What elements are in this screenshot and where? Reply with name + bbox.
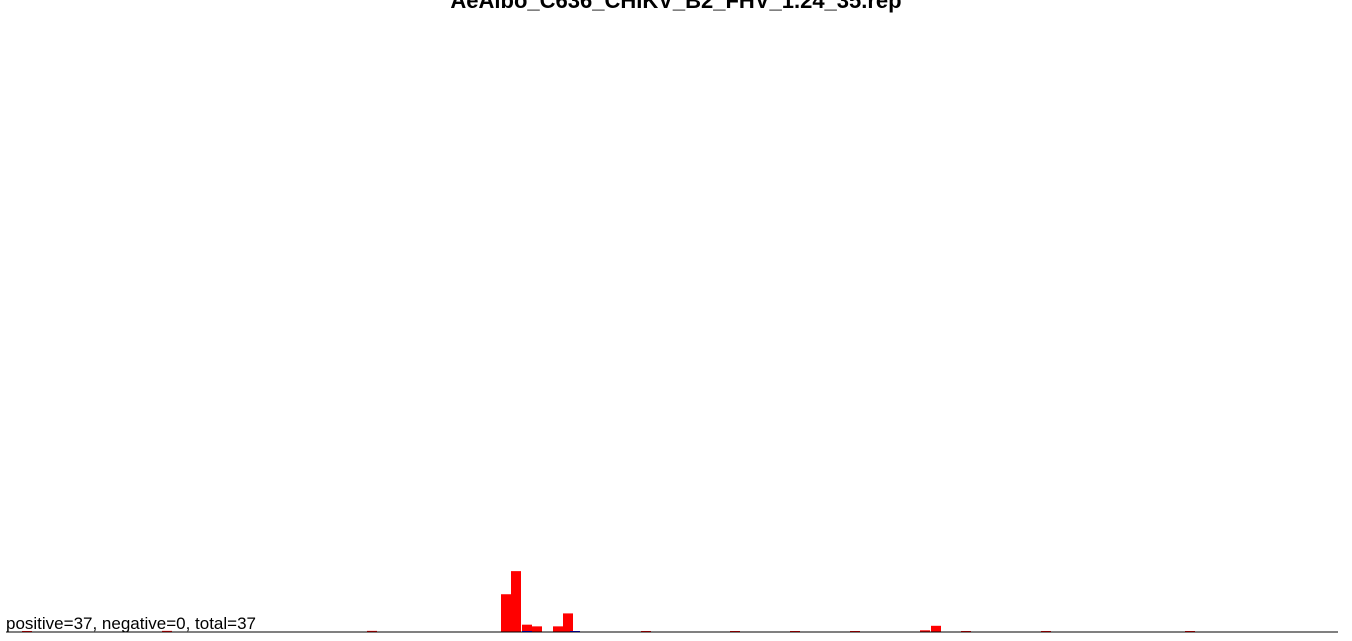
counts-summary-label: positive=37, negative=0, total=37 (6, 614, 256, 633)
bar-s0-13 (920, 630, 930, 632)
bar-s0-7 (553, 626, 563, 632)
bar-s0-14 (931, 625, 941, 632)
bar-s0-6 (532, 626, 542, 632)
bar-s0-2 (367, 630, 377, 632)
bar-s0-4 (511, 571, 521, 632)
bar-s0-3 (501, 594, 511, 632)
bar-s0-1 (162, 630, 172, 632)
bar-s0-5 (522, 624, 532, 632)
bar-s0-8 (563, 613, 573, 632)
chart-title: AeAlbo_C636_CHIKV_B2_FHV_1.24_35.rep (450, 0, 902, 13)
